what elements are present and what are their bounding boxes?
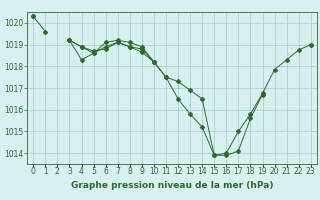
X-axis label: Graphe pression niveau de la mer (hPa): Graphe pression niveau de la mer (hPa) bbox=[71, 181, 273, 190]
